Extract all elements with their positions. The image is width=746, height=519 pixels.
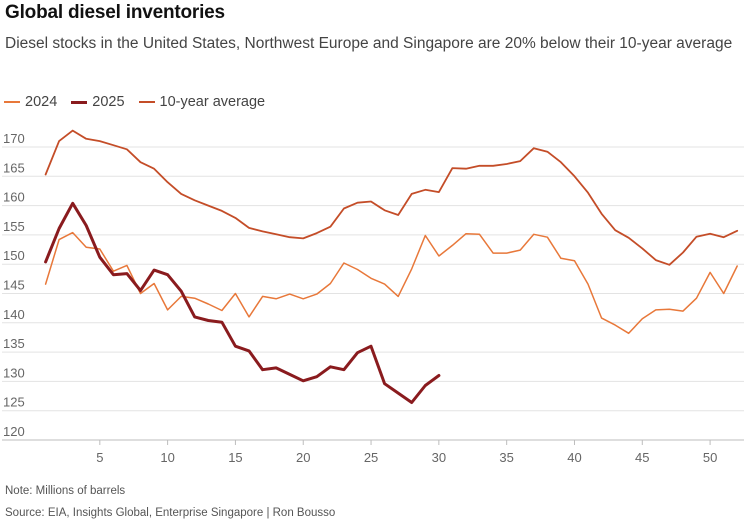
gridlines <box>2 146 744 441</box>
y-tick-label-160: 160 <box>3 190 25 205</box>
x-tick-label-45: 45 <box>635 450 649 465</box>
legend-item-2024: 2024 <box>4 94 57 110</box>
legend-swatch-10-year-average <box>138 101 155 103</box>
x-tick-label-30: 30 <box>432 450 446 465</box>
y-tick-label-140: 140 <box>3 307 25 322</box>
x-axis-ticks: 5 10 15 20 25 30 35 40 45 50 <box>96 440 717 465</box>
x-tick-label-20: 20 <box>296 450 310 465</box>
y-tick-label-150: 150 <box>3 248 25 263</box>
x-tick-label-5: 5 <box>96 450 103 465</box>
legend-item-2025: 2025 <box>71 94 125 110</box>
x-tick-label-10: 10 <box>160 450 174 465</box>
plot-area: 120 125 130 135 140 145 150 155 160 165 170 5 10 15 2… <box>2 129 744 465</box>
x-tick-label-25: 25 <box>364 450 378 465</box>
series-line-2025 <box>44 201 441 404</box>
x-tick-label-15: 15 <box>228 450 242 465</box>
legend-swatch-2024 <box>4 101 20 103</box>
chart-source: Source: EIA, Insights Global, Enterprise… <box>5 507 336 519</box>
legend-item-10-year-average: 10-year average <box>138 94 266 110</box>
legend-label-10-year-average: 10-year average <box>159 94 266 110</box>
y-tick-label-130: 130 <box>3 365 25 380</box>
chart-subtitle: Diesel stocks in the United States, Nort… <box>5 35 733 52</box>
legend-label-2025: 2025 <box>92 94 125 110</box>
y-tick-label-120: 120 <box>3 424 25 439</box>
y-tick-label-155: 155 <box>3 219 25 234</box>
series-lines <box>44 129 739 404</box>
series-line-10-year-average <box>44 129 739 266</box>
chart-title: Global diesel inventories <box>5 2 225 23</box>
legend-label-2024: 2024 <box>25 94 58 110</box>
y-tick-label-135: 135 <box>3 336 25 351</box>
y-tick-label-145: 145 <box>3 278 25 293</box>
y-tick-label-170: 170 <box>3 131 25 146</box>
legend: 2024 2025 10-year average <box>4 94 265 110</box>
y-tick-label-125: 125 <box>3 395 25 410</box>
series-line-2024 <box>44 231 738 335</box>
y-axis-ticks: 120 125 130 135 140 145 150 155 160 165 170 <box>3 131 25 439</box>
chart-note: Note: Millions of barrels <box>5 485 126 497</box>
legend-swatch-2025 <box>71 100 88 104</box>
x-tick-label-35: 35 <box>499 450 513 465</box>
x-tick-label-50: 50 <box>703 450 717 465</box>
y-tick-label-165: 165 <box>3 160 25 175</box>
x-tick-label-40: 40 <box>567 450 581 465</box>
